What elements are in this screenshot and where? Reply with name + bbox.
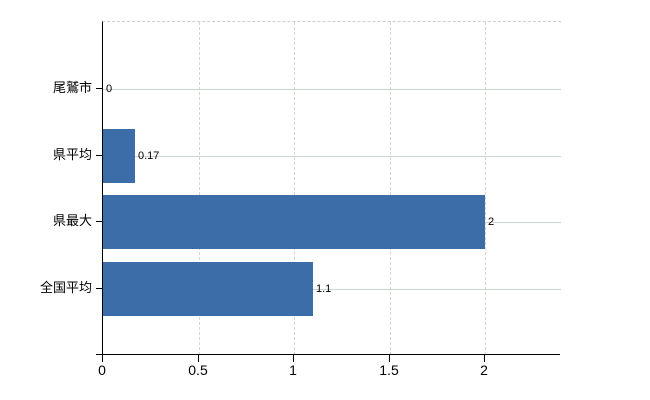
x-axis-tick-label: 0 xyxy=(98,362,106,378)
bar-3 xyxy=(103,262,313,316)
x-axis-tick xyxy=(484,355,485,362)
x-axis-tick xyxy=(198,355,199,362)
category-label: 県最大 xyxy=(52,213,92,228)
category-label: 県平均 xyxy=(52,147,92,162)
y-axis-tick xyxy=(96,221,102,222)
vertical-gridline xyxy=(485,22,486,355)
y-axis-tick xyxy=(96,155,102,156)
x-axis-tick-label: 0.5 xyxy=(188,362,208,378)
horizontal-gridline xyxy=(103,89,561,90)
x-axis-tick xyxy=(102,355,103,362)
bar-value-label: 0.17 xyxy=(138,150,160,162)
x-axis-tick-label: 1.5 xyxy=(379,362,399,378)
x-axis-tick xyxy=(293,355,294,362)
horizontal-gridline xyxy=(103,289,561,290)
x-axis-tick-label: 2 xyxy=(480,362,488,378)
bar-1 xyxy=(103,129,135,183)
x-axis-tick xyxy=(389,355,390,362)
bar-2 xyxy=(103,195,485,249)
bar-value-label: 0 xyxy=(106,83,113,95)
y-axis-tick xyxy=(96,88,102,89)
vertical-gridline xyxy=(294,22,295,355)
horizontal-gridline xyxy=(103,156,561,157)
plot-area: 0 0.17 2 1.1 xyxy=(102,21,561,355)
category-label: 尾鷲市 xyxy=(52,80,92,95)
y-axis-tick xyxy=(96,288,102,289)
category-label: 全国平均 xyxy=(39,280,92,295)
vertical-gridline xyxy=(199,22,200,355)
vertical-gridline xyxy=(390,22,391,355)
x-axis-tick-label: 1 xyxy=(289,362,297,378)
x-axis-line xyxy=(96,354,560,355)
bar-value-label: 2 xyxy=(488,216,495,228)
bar-value-label: 1.1 xyxy=(316,283,332,295)
